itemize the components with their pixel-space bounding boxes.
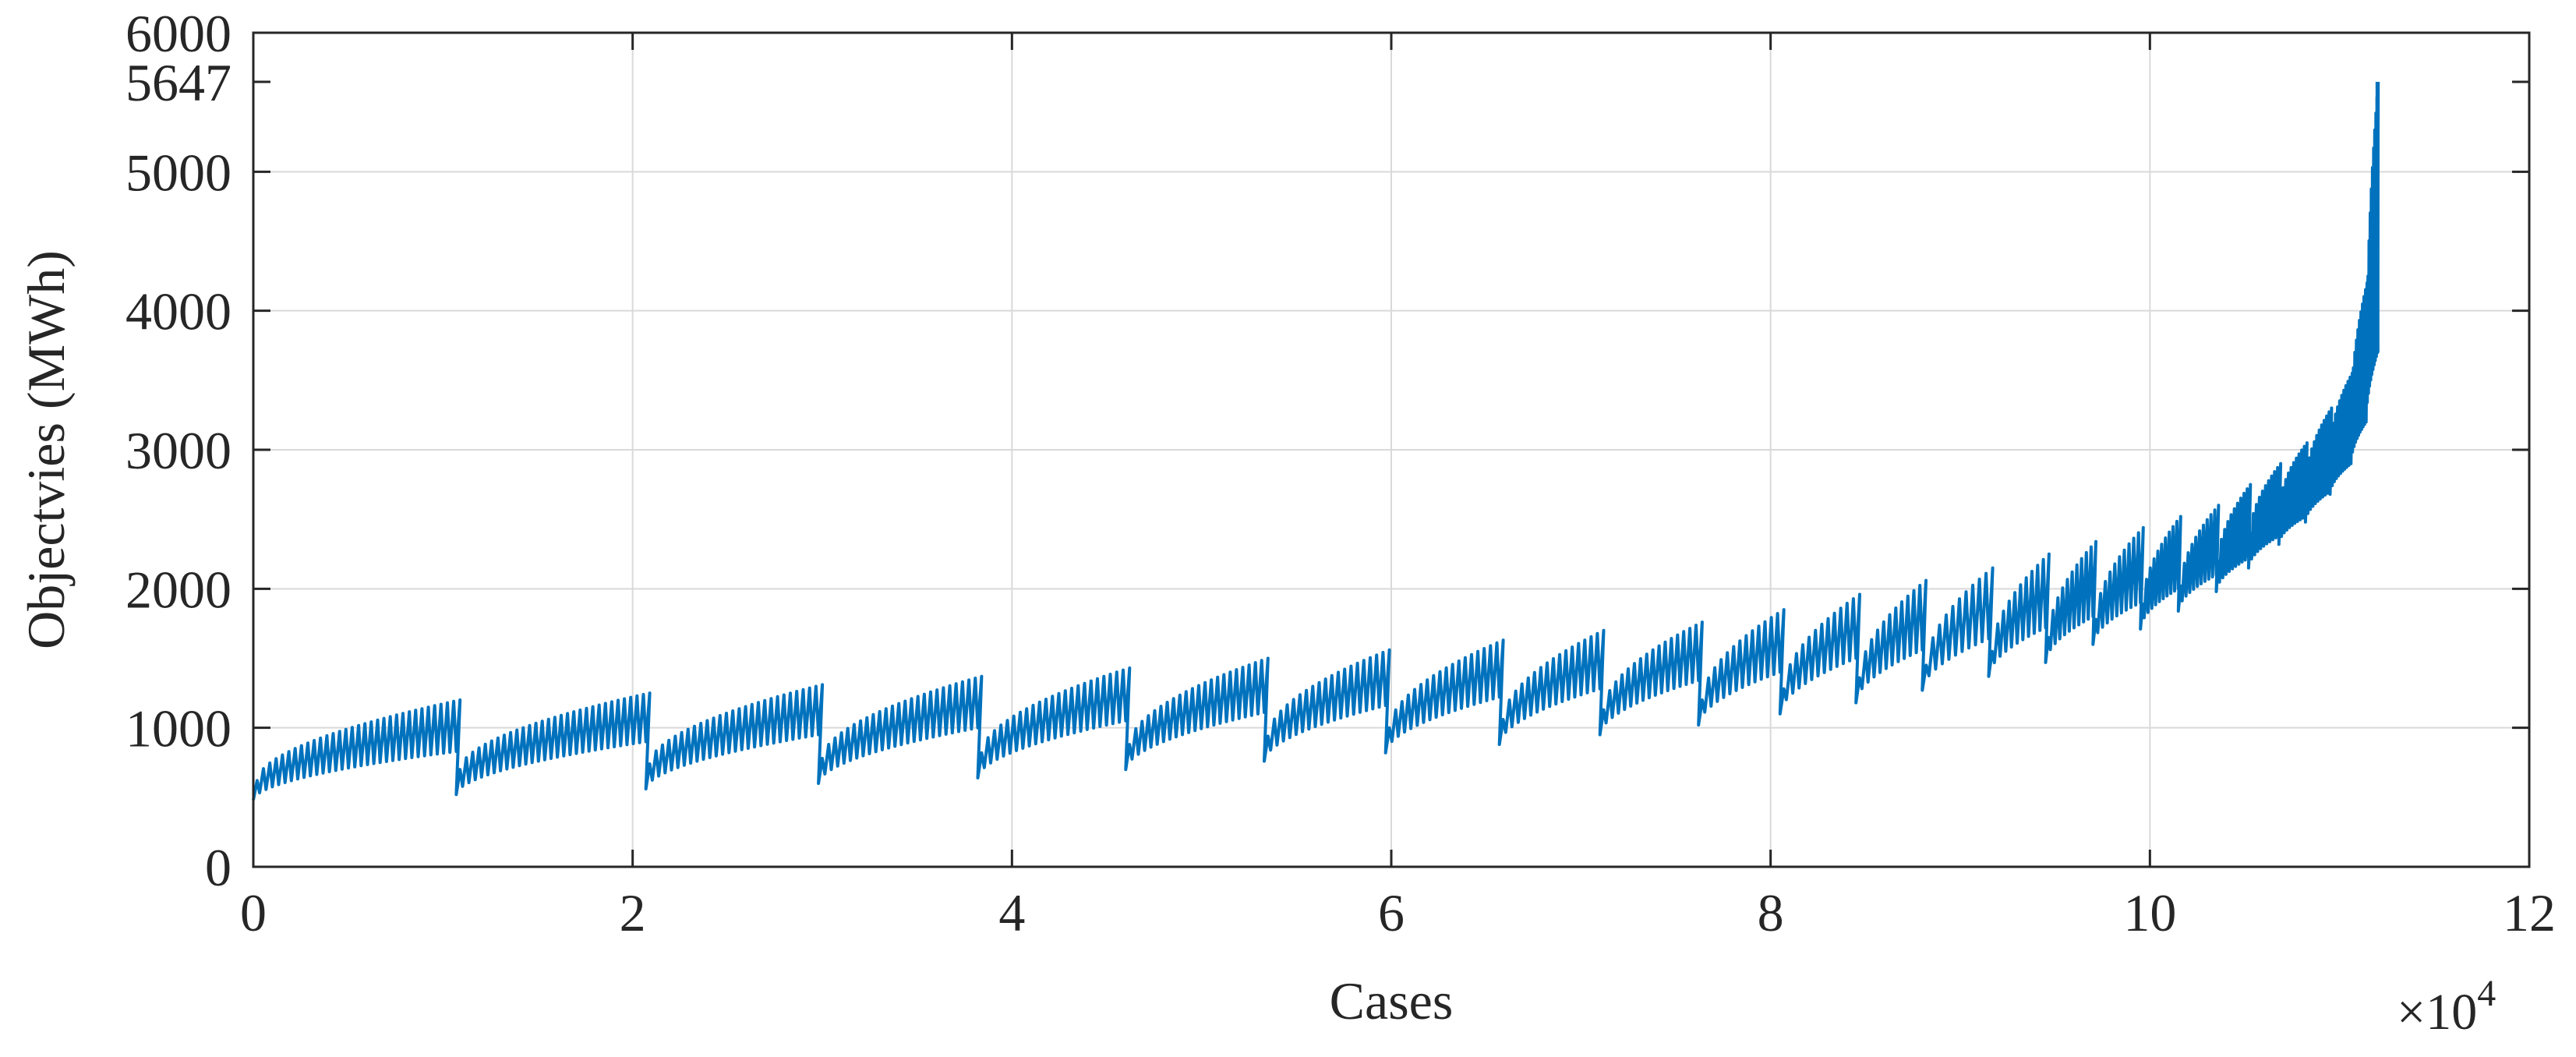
- x-tick-label: 8: [1758, 883, 1784, 942]
- data-series-line: [252, 81, 2380, 801]
- series-layer: [252, 81, 2380, 801]
- x-axis-exponent-base: ×10: [2397, 984, 2477, 1041]
- y-tick-label: 6000: [125, 4, 231, 63]
- y-tick-label: 2000: [125, 560, 231, 619]
- y-axis-label: Objectvies (MWh): [16, 250, 76, 649]
- x-tick-label: 6: [1378, 883, 1405, 942]
- x-axis-exponent: ×104: [2397, 973, 2496, 1041]
- x-tick-label: 0: [240, 883, 267, 942]
- x-tick-label: 4: [998, 883, 1025, 942]
- x-axis-exponent-power: 4: [2477, 973, 2496, 1014]
- x-axis-label: Cases: [1330, 971, 1454, 1030]
- y-tick-label: 5000: [125, 143, 231, 202]
- y-tick-label: 3000: [125, 421, 231, 480]
- y-tick-label: 1000: [125, 699, 231, 758]
- x-tick-label: 12: [2503, 883, 2556, 942]
- x-tick-label: 10: [2123, 883, 2176, 942]
- x-tick-label: 2: [620, 883, 646, 942]
- y-tick-label: 4000: [125, 282, 231, 341]
- y-tick-label: 0: [205, 838, 231, 897]
- y-tick-label: 5647: [125, 53, 231, 112]
